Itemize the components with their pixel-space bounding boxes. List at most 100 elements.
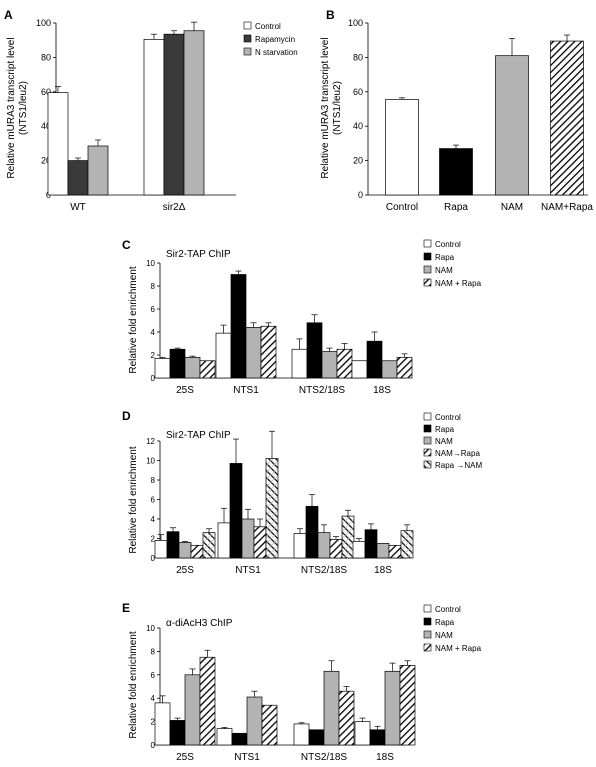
y-tick-label: 10: [146, 259, 155, 268]
x-tick-label: NTS2/18S: [301, 752, 347, 763]
legend-swatch: [423, 424, 432, 433]
bar: [202, 532, 216, 559]
bar: [215, 332, 232, 379]
legend-label: NAM: [435, 437, 453, 446]
legend-swatch: [243, 21, 252, 30]
y-tick-label: 6: [151, 496, 156, 505]
panel-letter: C: [122, 238, 131, 252]
legend-label: NAM→Rapa: [435, 449, 480, 458]
legend-swatch: [423, 436, 432, 445]
panel-letter: B: [326, 8, 335, 22]
bar: [183, 30, 205, 196]
bar: [154, 540, 168, 559]
legend-label: Rapa: [435, 253, 455, 262]
y-tick-label: 80: [41, 52, 51, 62]
panel-title: Sir2-TAP ChIP: [166, 430, 231, 441]
x-tick-label: NAM+Rapa: [541, 202, 593, 213]
bar: [260, 325, 277, 379]
legend-label: Rapa →NAM: [435, 461, 482, 470]
y-axis-label: (NTS1/leu2): [18, 81, 29, 135]
bar: [305, 505, 319, 559]
bar: [351, 360, 368, 379]
panel-E: Eα-diAcH3 ChIP 0 2 4 6 8 10 Relative fold enric…: [122, 601, 482, 763]
y-tick-label: 20: [41, 156, 51, 166]
bar: [439, 148, 473, 196]
y-tick-label: 10: [146, 624, 155, 633]
y-axis-label: (NTS1/leu2): [332, 81, 343, 135]
legend-swatch: [423, 643, 432, 652]
bar: [366, 340, 383, 379]
y-tick-label: 4: [151, 328, 156, 337]
panel-title: Sir2-TAP ChIP: [166, 249, 231, 260]
bar: [199, 656, 216, 746]
panel-C: C Sir2-TAP ChIP 0 2 4 6 8 10 Relative fold enric…: [122, 238, 482, 396]
bar: [169, 348, 186, 379]
panel-letter: D: [122, 409, 131, 423]
legend-swatch: [423, 448, 432, 457]
y-axis-label: Relative fold enrichment: [128, 631, 139, 738]
x-tick-label: 25S: [176, 565, 194, 576]
y-tick-label: 40: [41, 121, 51, 131]
bar: [293, 533, 307, 559]
bar: [388, 544, 402, 559]
bar: [352, 541, 366, 559]
legend-swatch: [423, 630, 432, 639]
x-tick-label: NTS1: [233, 385, 259, 396]
bar: [184, 674, 201, 746]
bar: [253, 526, 267, 559]
legend-swatch: [423, 617, 432, 626]
bar: [67, 160, 89, 196]
legend-swatch: [423, 412, 432, 421]
legend-label: Control: [435, 413, 461, 422]
bar: [190, 544, 204, 559]
bar: [178, 542, 192, 559]
y-tick-label: 8: [151, 476, 156, 485]
legend-swatch: [423, 278, 432, 287]
bar: [354, 721, 371, 746]
bar: [495, 55, 529, 196]
bar: [381, 360, 398, 379]
x-tick-label: WT: [70, 202, 86, 213]
legend-swatch: [423, 252, 432, 261]
bar: [166, 531, 180, 559]
bar: [154, 702, 171, 746]
bar: [261, 704, 278, 746]
y-tick-label: 60: [353, 87, 363, 97]
bar: [163, 33, 185, 196]
bar: [396, 356, 413, 379]
bar: [369, 729, 386, 746]
x-tick-label: NAM: [501, 202, 523, 213]
bar: [87, 145, 109, 196]
legend-label: Rapa: [435, 618, 455, 627]
bar: [154, 358, 171, 379]
y-tick-label: 40: [353, 121, 363, 131]
y-tick-label: 6: [151, 305, 156, 314]
bar: [143, 38, 165, 196]
y-tick-label: 20: [353, 156, 363, 166]
x-tick-label: NTS2/18S: [301, 565, 347, 576]
y-tick-label: 8: [151, 282, 156, 291]
legend-label: NAM + Rapa: [435, 644, 482, 653]
bar: [400, 530, 414, 559]
legend-swatch: [423, 265, 432, 274]
y-tick-label: 4: [151, 515, 156, 524]
y-tick-label: 4: [151, 694, 156, 703]
bar: [291, 348, 308, 379]
bar: [169, 720, 186, 746]
y-tick-label: 0: [151, 374, 156, 383]
legend-label: NAM + Rapa: [435, 279, 482, 288]
y-tick-label: 2: [151, 351, 156, 360]
bar: [199, 360, 216, 379]
bar: [216, 728, 233, 746]
x-tick-label: NTS1: [235, 565, 261, 576]
panel-letter: E: [122, 601, 130, 615]
bar: [308, 729, 325, 746]
bar: [341, 515, 355, 559]
bar: [217, 522, 231, 559]
legend-swatch: [243, 34, 252, 43]
legend-label: NAM: [435, 631, 453, 640]
legend-swatch: [423, 239, 432, 248]
bar: [306, 322, 323, 379]
legend-label: Control: [255, 22, 281, 31]
